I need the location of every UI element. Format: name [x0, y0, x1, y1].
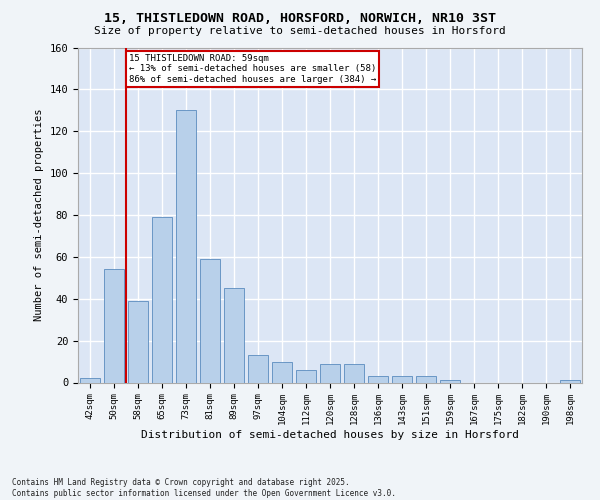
- Bar: [392, 376, 412, 382]
- Bar: [440, 380, 460, 382]
- Bar: [248, 356, 268, 382]
- Text: 15 THISTLEDOWN ROAD: 59sqm
← 13% of semi-detached houses are smaller (58)
86% of: 15 THISTLEDOWN ROAD: 59sqm ← 13% of semi…: [129, 54, 376, 84]
- Bar: [80, 378, 100, 382]
- Bar: [128, 301, 148, 382]
- Bar: [200, 259, 220, 382]
- Bar: [272, 362, 292, 382]
- Bar: [176, 110, 196, 382]
- Bar: [296, 370, 316, 382]
- Bar: [344, 364, 364, 382]
- Bar: [224, 288, 244, 382]
- Y-axis label: Number of semi-detached properties: Number of semi-detached properties: [34, 109, 44, 322]
- Bar: [416, 376, 436, 382]
- Bar: [152, 217, 172, 382]
- Text: Contains HM Land Registry data © Crown copyright and database right 2025.
Contai: Contains HM Land Registry data © Crown c…: [12, 478, 396, 498]
- Text: Size of property relative to semi-detached houses in Horsford: Size of property relative to semi-detach…: [94, 26, 506, 36]
- Bar: [104, 270, 124, 382]
- Bar: [560, 380, 580, 382]
- Text: 15, THISTLEDOWN ROAD, HORSFORD, NORWICH, NR10 3ST: 15, THISTLEDOWN ROAD, HORSFORD, NORWICH,…: [104, 12, 496, 26]
- Bar: [368, 376, 388, 382]
- Bar: [320, 364, 340, 382]
- X-axis label: Distribution of semi-detached houses by size in Horsford: Distribution of semi-detached houses by …: [141, 430, 519, 440]
